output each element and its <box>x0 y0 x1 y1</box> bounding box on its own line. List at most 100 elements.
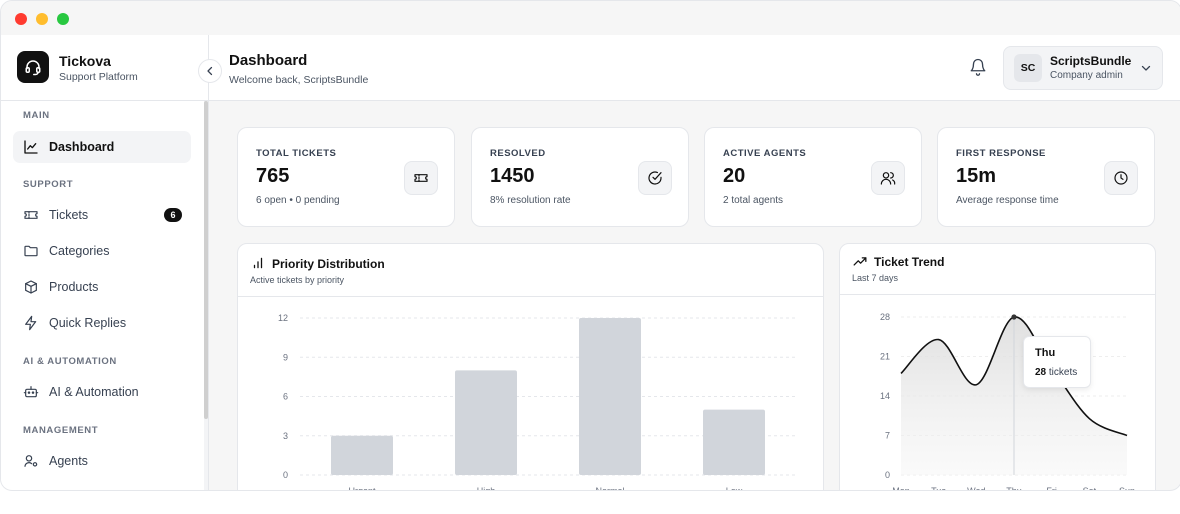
sidebar-item-label: Products <box>49 280 99 294</box>
bell-icon <box>970 58 986 76</box>
stat-label: RESOLVED <box>490 148 546 159</box>
page-title: Dashboard <box>229 52 308 69</box>
user-name: ScriptsBundle <box>1050 54 1132 68</box>
sidebar-item-agents[interactable]: Agents <box>13 445 191 477</box>
tooltip-unit: tickets <box>1048 367 1078 378</box>
stat-subtext: Average response time <box>956 195 1059 206</box>
stat-subtext: 6 open • 0 pending <box>256 195 340 206</box>
app-window: Tickova Support Platform MAIN Dashboard … <box>0 0 1180 491</box>
sidebar-item-products[interactable]: Products <box>13 271 191 303</box>
y-tick-label: 21 <box>880 352 890 362</box>
stat-label: FIRST RESPONSE <box>956 148 1046 159</box>
clock-icon <box>1104 161 1138 195</box>
chevron-down-icon <box>1141 65 1151 71</box>
sidebar-item-label: Agents <box>49 454 88 468</box>
x-tick-label: Wed <box>967 486 985 491</box>
chart-title: Priority Distribution <box>272 257 385 271</box>
y-tick-label: 9 <box>283 352 288 362</box>
x-tick-label: Tue <box>931 486 946 491</box>
sidebar-scrollbar[interactable] <box>204 101 208 419</box>
bar <box>455 370 517 475</box>
lightning-icon <box>25 315 37 331</box>
stat-label: ACTIVE AGENTS <box>723 148 807 159</box>
section-label-management: MANAGEMENT <box>23 425 99 436</box>
x-tick-label: Normal <box>595 486 624 491</box>
bar <box>579 318 641 475</box>
sidebar-item-dashboard[interactable]: Dashboard <box>13 131 191 163</box>
brand-subtitle: Support Platform <box>59 71 138 83</box>
bot-icon <box>23 386 39 398</box>
headset-icon <box>17 51 49 83</box>
x-tick-label: Sat <box>1083 486 1097 491</box>
trend-point <box>1011 314 1017 320</box>
y-tick-label: 0 <box>885 470 890 480</box>
sidebar-item-tickets[interactable]: Tickets 6 <box>13 199 191 231</box>
y-tick-label: 0 <box>283 470 288 480</box>
maximize-window-button[interactable] <box>57 13 69 25</box>
card-divider <box>238 296 823 297</box>
x-tick-label: Urgent <box>348 486 376 491</box>
chart-title: Ticket Trend <box>874 255 945 269</box>
x-tick-label: Thu <box>1006 486 1022 491</box>
check-circle-icon <box>638 161 672 195</box>
sidebar-item-label: Quick Replies <box>49 316 127 330</box>
stat-subtext: 8% resolution rate <box>490 195 571 206</box>
stat-card-active-agents: ACTIVE AGENTS 20 2 total agents <box>704 127 922 227</box>
stat-subtext: 2 total agents <box>723 195 784 206</box>
y-tick-label: 14 <box>880 391 890 401</box>
card-divider <box>840 294 1155 295</box>
tooltip-value-line: 28 tickets <box>1035 367 1077 378</box>
x-tick-label: Fri <box>1046 486 1057 491</box>
stat-card-first-response: FIRST RESPONSE 15m Average response time <box>937 127 1155 227</box>
y-tick-label: 28 <box>880 312 890 322</box>
stat-value: 15m <box>956 165 997 187</box>
bar-chart-icon <box>253 257 263 269</box>
title-bar <box>1 1 1180 35</box>
brand[interactable]: Tickova Support Platform <box>17 51 197 85</box>
sidebar-item-label: AI & Automation <box>49 385 139 399</box>
page-header: Dashboard Welcome back, ScriptsBundle SC… <box>209 35 1180 101</box>
y-tick-label: 3 <box>283 431 288 441</box>
sidebar-item-label: Tickets <box>49 208 89 222</box>
bar <box>703 409 765 475</box>
x-tick-label: High <box>477 486 496 491</box>
stat-card-resolved: RESOLVED 1450 8% resolution rate <box>471 127 689 227</box>
user-menu[interactable]: SC ScriptsBundle Company admin <box>1003 46 1163 90</box>
brand-name: Tickova <box>59 53 111 69</box>
chart-subtitle: Active tickets by priority <box>250 275 345 285</box>
bar <box>331 435 393 475</box>
ticket-trend-card: Ticket Trend Last 7 days 0 7 14 21 28 Mon Tue W… <box>839 243 1156 491</box>
chart-tooltip: Thu 28 tickets <box>1023 336 1091 388</box>
collapse-sidebar-button[interactable] <box>198 59 222 83</box>
stat-card-total-tickets: TOTAL TICKETS 765 6 open • 0 pending <box>237 127 455 227</box>
page-subtitle: Welcome back, ScriptsBundle <box>229 74 369 86</box>
section-label-main: MAIN <box>23 110 50 121</box>
chart-subtitle: Last 7 days <box>852 273 899 283</box>
minimize-window-button[interactable] <box>36 13 48 25</box>
sidebar: Tickova Support Platform MAIN Dashboard … <box>1 35 209 490</box>
y-tick-label: 6 <box>283 392 288 402</box>
sidebar-item-label: Dashboard <box>49 140 115 154</box>
user-gear-icon <box>24 455 38 467</box>
stat-value: 765 <box>256 165 290 187</box>
y-tick-label: 12 <box>278 313 288 323</box>
line-chart-icon <box>24 140 38 154</box>
x-tick-label: Sun <box>1119 486 1135 491</box>
notifications-button[interactable] <box>969 58 989 78</box>
sidebar-item-quick-replies[interactable]: Quick Replies <box>13 307 191 339</box>
tooltip-value: 28 <box>1035 367 1047 378</box>
avatar: SC <box>1014 54 1042 82</box>
x-tick-label: Mon <box>892 486 910 491</box>
folder-icon <box>24 245 38 257</box>
close-window-button[interactable] <box>15 13 27 25</box>
trending-up-icon <box>853 257 867 266</box>
sidebar-item-label: Categories <box>49 244 110 258</box>
priority-distribution-card: Priority Distribution Active tickets by … <box>237 243 824 491</box>
user-role: Company admin <box>1050 70 1123 81</box>
sidebar-item-categories[interactable]: Categories <box>13 235 191 267</box>
ticket-icon <box>24 211 38 219</box>
stat-label: TOTAL TICKETS <box>256 148 337 159</box>
sidebar-item-ai-automation[interactable]: AI & Automation <box>13 376 191 408</box>
section-label-support: SUPPORT <box>23 179 74 190</box>
ticket-trend-chart: 0 7 14 21 28 Mon Tue Wed Thu Fri Sat Sun <box>880 312 1135 491</box>
